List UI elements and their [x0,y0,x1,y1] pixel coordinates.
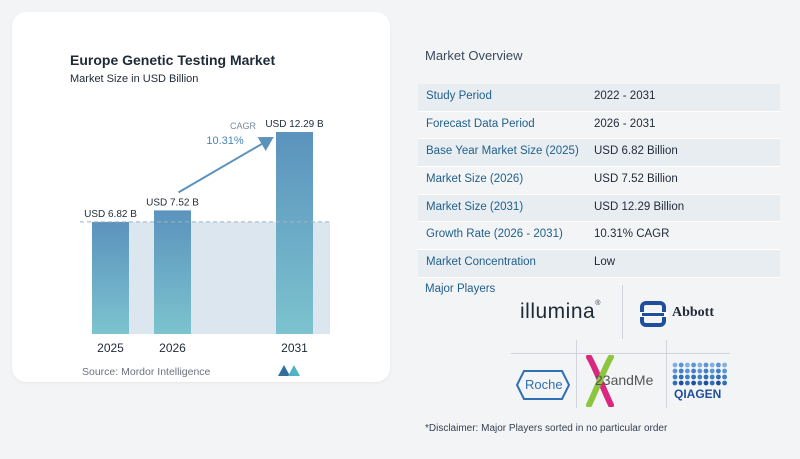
source-text: Source: Mordor Intelligence [82,366,211,378]
overview-row-label: Growth Rate (2026 - 2031) [426,228,563,241]
mordor-logo-icon [278,365,300,376]
cagr-label: CAGR [230,121,257,131]
roche-hexagon-icon [515,370,571,400]
x-tick-label: 2026 [159,341,186,355]
cagr-arrow [177,136,274,194]
overview-row-value: USD 7.52 Billion [594,173,678,186]
qiagen-logo: QIAGEN [672,362,730,401]
overview-row-label: Market Size (2031) [426,200,524,213]
qiagen-dots-icon [672,362,727,386]
chart-subtitle: Market Size in USD Billion [70,73,199,85]
overview-row: Market Size (2026) USD 7.52 Billion [418,167,780,195]
bar-2025 [92,221,129,334]
overview-title: Market Overview [425,48,523,63]
logo-divider [576,340,577,408]
overview-row: Market Size (2031) USD 12.29 Billion [418,194,780,223]
logo-divider [622,285,623,339]
logo-divider [666,340,667,408]
abbott-wordmark: Abbott [672,305,715,320]
overview-row-label: Market Concentration [426,256,536,269]
cagr-value: 10.31% [206,135,244,147]
disclaimer-text: *Disclaimer: Major Players sorted in no … [425,423,668,434]
major-players-label: Major Players [425,283,496,295]
roche-logo: Roche [515,369,571,406]
overview-row: Base Year Market Size (2025) USD 6.82 Bil… [418,139,780,168]
overview-row-label: Forecast Data Period [426,117,535,130]
illumina-logo: illumina® [520,300,601,323]
overview-row-value: USD 6.82 Billion [594,145,678,158]
23andme-wordmark: 23andMe [595,372,654,388]
bar-2026 [154,210,191,334]
bar-chart: USD 6.82 B USD 7.52 B USD 12.29 B 2025 2026 2… [80,119,330,355]
data-label: USD 7.52 B [146,197,199,208]
overview-row-value: 2026 - 2031 [594,117,656,130]
overview-row: Study Period 2022 - 2031 [418,84,780,112]
overview-row-value: USD 12.29 Billion [594,200,685,213]
overview-row-label: Study Period [426,90,492,102]
x-tick-label: 2031 [281,341,308,355]
abbott-icon [640,301,668,327]
overview-row-label: Base Year Market Size (2025) [426,145,579,158]
overview-row-value: 2022 - 2031 [594,90,656,102]
23andme-logo: 23andMe [585,354,653,412]
overview-row-label: Market Size (2026) [426,173,524,186]
bar-2031 [276,132,313,334]
x-tick-label: 2025 [97,341,124,355]
overview-row: Growth Rate (2026 - 2031) 10.31% CAGR [418,222,780,251]
overview-row: Market Concentration Low [418,250,780,278]
data-label: USD 6.82 B [84,209,137,220]
logo-divider [511,353,730,354]
data-label: USD 12.29 B [265,119,324,130]
overview-table: Study Period 2022 - 2031 Forecast Data Per… [418,84,780,278]
overview-row-value: Low [594,256,616,269]
qiagen-wordmark: QIAGEN [674,387,722,401]
23andme-x-icon [586,354,614,408]
roche-wordmark: Roche [525,377,563,392]
overview-row: Forecast Data Period 2026 - 2031 [418,112,780,140]
chart-title: Europe Genetic Testing Market [70,52,276,68]
overview-row-value: 10.31% CAGR [594,228,670,241]
